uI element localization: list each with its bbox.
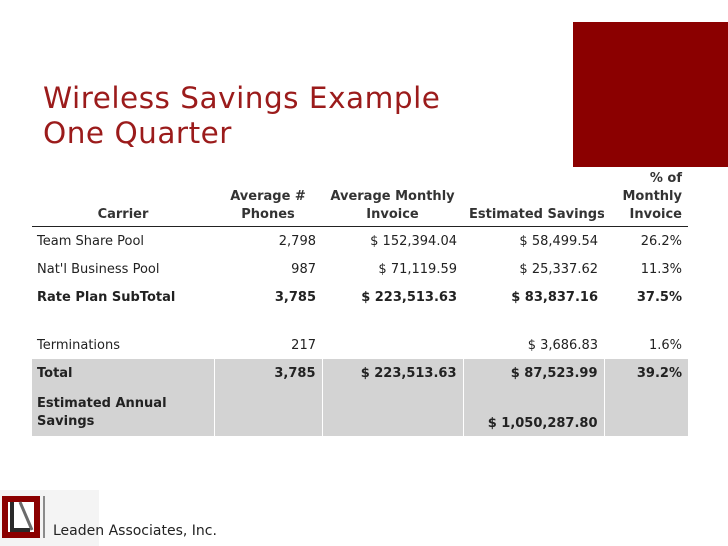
cell-pct: 26.2%	[640, 233, 682, 249]
cell-phones	[213, 387, 322, 436]
cell-carrier: Terminations	[37, 337, 121, 353]
spacer-row	[32, 311, 688, 331]
cell-invoice	[321, 387, 463, 436]
header-phones: Average # Phones	[214, 170, 322, 227]
cell-invoice: $ 223,513.63	[361, 289, 457, 305]
accent-block	[573, 22, 728, 167]
title-line-1: Wireless Savings Example	[43, 81, 441, 115]
cell-phones: 3,785	[274, 289, 316, 305]
cell-pct: 39.2%	[603, 359, 688, 387]
cell-savings: $ 25,337.62	[519, 261, 598, 277]
cell-carrier: Team Share Pool	[37, 233, 145, 249]
cell-savings: $ 3,686.83	[527, 337, 598, 353]
annual-savings-row: Estimated Annual Savings $ 1,050,287.80	[32, 387, 688, 436]
cell-savings: $ 1,050,287.80	[462, 387, 604, 436]
header-invoice: Average Monthly Invoice	[322, 170, 463, 227]
cell-phones: 987	[291, 261, 316, 277]
cell-savings: $ 87,523.99	[462, 359, 604, 387]
cell-carrier: Estimated Annual Savings	[32, 387, 214, 436]
table-row: Nat'l Business Pool 987 $ 71,119.59 $ 25…	[32, 255, 688, 283]
cell-carrier: Rate Plan SubTotal	[37, 289, 176, 305]
cell-invoice: $ 152,394.04	[370, 233, 457, 249]
header-pct: % of Monthly Invoice	[604, 170, 688, 227]
cell-pct: 11.3%	[640, 261, 682, 277]
logo-mark-icon	[2, 496, 45, 538]
header-savings: Estimated Savings	[463, 170, 604, 227]
cell-pct: 37.5%	[636, 289, 682, 305]
cell-savings: $ 83,837.16	[511, 289, 598, 305]
table-row: Team Share Pool 2,798 $ 152,394.04 $ 58,…	[32, 227, 688, 256]
company-logo	[0, 490, 99, 546]
cell-invoice: $ 223,513.63	[321, 359, 463, 387]
total-row: Total 3,785 $ 223,513.63 $ 87,523.99 39.…	[32, 359, 688, 387]
cell-phones: 2,798	[278, 233, 316, 249]
slide-title: Wireless Savings Example One Quarter	[43, 81, 440, 151]
table-row: Terminations 217 $ 3,686.83 1.6%	[32, 331, 688, 359]
cell-phones: 217	[291, 337, 316, 353]
cell-carrier: Total	[32, 359, 214, 387]
savings-table: Carrier Average # Phones Average Monthly I…	[32, 170, 688, 436]
cell-invoice: $ 71,119.59	[378, 261, 457, 277]
title-line-2: One Quarter	[43, 116, 232, 150]
cell-invoice	[322, 331, 463, 359]
header-carrier: Carrier	[32, 170, 214, 227]
cell-carrier: Nat'l Business Pool	[37, 261, 160, 277]
cell-pct	[603, 387, 688, 436]
company-name: Leaden Associates, Inc.	[53, 523, 217, 539]
subtotal-row: Rate Plan SubTotal 3,785 $ 223,513.63 $ …	[32, 283, 688, 311]
header-row: Carrier Average # Phones Average Monthly I…	[32, 170, 688, 227]
cell-phones: 3,785	[213, 359, 322, 387]
cell-pct: 1.6%	[648, 337, 682, 353]
cell-savings: $ 58,499.54	[519, 233, 598, 249]
